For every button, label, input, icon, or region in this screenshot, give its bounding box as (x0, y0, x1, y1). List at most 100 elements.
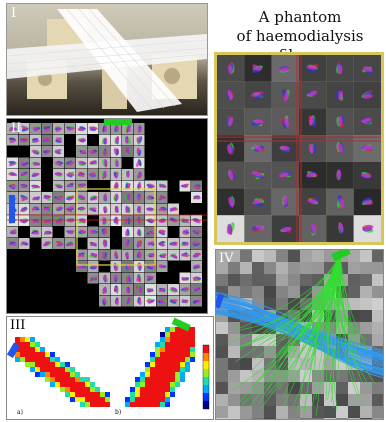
slice-voxel (288, 298, 300, 310)
odf-glyph (158, 183, 167, 189)
odf-glyph (136, 285, 142, 294)
odf-glyph (136, 228, 142, 237)
fiber-tract-green (303, 255, 341, 413)
odf-glyph (77, 183, 86, 189)
connectivity-cell (185, 352, 190, 357)
slice-voxel (348, 406, 360, 418)
connectivity-cell (50, 352, 55, 357)
connectivity-cell (175, 347, 180, 352)
phantom-photo (7, 8, 207, 112)
connectivity-cell (30, 337, 35, 342)
odf-glyph (89, 195, 98, 201)
odf-glyph (306, 197, 319, 205)
fiber-tract-green (339, 255, 358, 371)
odf-glyph (192, 252, 201, 258)
connectivity-cell (150, 382, 155, 387)
odf-glyph (101, 227, 107, 237)
slice-voxel (264, 346, 276, 358)
odf-glyph (125, 181, 131, 190)
fiber-tract-green (319, 255, 342, 348)
odf-glyph (77, 265, 86, 270)
odf-glyph (136, 136, 143, 145)
connectivity-cell (50, 362, 55, 367)
connectivity-cell (155, 397, 160, 402)
connectivity-cell (70, 367, 75, 372)
connectivity-cell (155, 372, 160, 377)
slice-voxel (240, 286, 252, 298)
odf-glyph (102, 239, 108, 248)
slice-voxel (264, 250, 276, 262)
odf-glyph (31, 196, 41, 201)
connectivity-cell (160, 342, 165, 347)
slice-voxel (264, 406, 276, 418)
slice-voxel (288, 358, 300, 370)
connectivity-cell (30, 342, 35, 347)
slice-voxel (348, 286, 360, 298)
odf-glyph (21, 125, 29, 132)
slice-voxel (276, 286, 288, 298)
connectivity-cell (15, 357, 20, 362)
connectivity-cell (70, 387, 75, 392)
slice-voxel (216, 370, 228, 382)
connectivity-cell (150, 392, 155, 397)
slice-voxel (240, 418, 252, 419)
odf-glyph (19, 138, 29, 144)
slice-voxel (324, 418, 336, 419)
odf-glyph (20, 171, 28, 178)
colorbar-segment (203, 393, 209, 401)
slice-voxel (336, 382, 348, 394)
slice-voxel (372, 394, 383, 406)
odf-glyph (361, 90, 373, 99)
connectivity-cell (60, 367, 65, 372)
odf-glyph (336, 169, 342, 181)
odf-glyph (137, 171, 142, 179)
connectivity-cell (75, 377, 80, 382)
odf-glyph (169, 298, 178, 304)
odf-glyph (43, 194, 52, 201)
odf-glyph (137, 205, 142, 214)
connectivity-cell (140, 397, 145, 402)
odf-glyph (362, 224, 374, 233)
connectivity-cell (175, 342, 180, 347)
slice-voxel (276, 274, 288, 286)
connectivity-cell (170, 342, 175, 347)
odf-glyph (169, 206, 179, 212)
odf-glyph (125, 239, 130, 247)
connectivity-cell (80, 377, 85, 382)
odf-glyph (77, 137, 87, 143)
connectivity-cell (75, 372, 80, 377)
connectivity-cell (180, 352, 185, 357)
connectivity-cell (40, 347, 45, 352)
odf-glyph (158, 206, 167, 212)
odf-glyph (55, 137, 63, 143)
connectivity-cell (80, 387, 85, 392)
connectivity-cell (160, 392, 165, 397)
connectivity-cell (185, 337, 190, 342)
connectivity-cell (55, 382, 60, 387)
odf-glyph (136, 147, 142, 157)
odf-glyph (113, 193, 119, 202)
slice-voxel (252, 334, 264, 346)
slice-voxel (252, 394, 264, 406)
seed-marker-green (331, 250, 351, 262)
odf-glyph (137, 216, 142, 225)
slice-voxel (360, 262, 372, 274)
slice-voxel (264, 274, 276, 286)
odf-glyph (77, 194, 86, 201)
panel-label-IV: IV (219, 251, 234, 266)
odf-glyph (252, 64, 263, 74)
connectivity-cell (130, 397, 135, 402)
connectivity-cell (65, 367, 70, 372)
odf-glyph (65, 241, 74, 246)
connectivity-cell (155, 377, 160, 382)
connectivity-cell (105, 397, 110, 402)
connectivity-cell (60, 372, 65, 377)
slice-voxel (372, 262, 383, 274)
odf-glyph (125, 193, 131, 202)
connectivity-cell (75, 392, 80, 397)
connectivity-cell (155, 352, 160, 357)
colorbar-segment (203, 361, 209, 369)
connectivity-cell (40, 357, 45, 362)
connectivity-cell (125, 402, 130, 407)
odf-glyph (180, 287, 190, 293)
